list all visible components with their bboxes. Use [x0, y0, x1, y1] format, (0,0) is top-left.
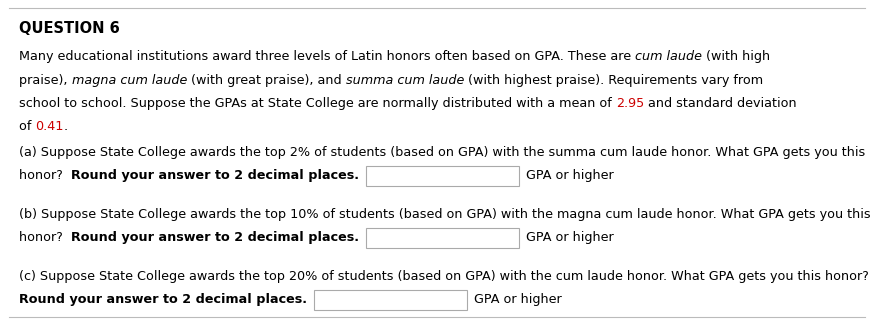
Text: (b) Suppose State College awards the top 10% of students (based on GPA) with the: (b) Suppose State College awards the top…	[19, 208, 871, 221]
Text: (with great praise), and: (with great praise), and	[187, 74, 346, 87]
Text: Round your answer to 2 decimal places.: Round your answer to 2 decimal places.	[71, 169, 359, 182]
Text: cum laude: cum laude	[635, 50, 703, 63]
FancyBboxPatch shape	[366, 228, 519, 248]
Text: (c) Suppose State College awards the top 20% of students (based on GPA) with the: (c) Suppose State College awards the top…	[19, 270, 869, 283]
Text: honor?: honor?	[19, 169, 71, 182]
Text: honor?: honor?	[19, 231, 71, 244]
Text: Many educational institutions award three levels of Latin honors often based on : Many educational institutions award thre…	[19, 50, 635, 63]
FancyBboxPatch shape	[315, 290, 468, 310]
Text: GPA or higher: GPA or higher	[475, 293, 562, 306]
Text: of: of	[19, 120, 36, 133]
Text: Round your answer to 2 decimal places.: Round your answer to 2 decimal places.	[19, 293, 308, 306]
FancyBboxPatch shape	[366, 166, 519, 186]
Text: (with highest praise). Requirements vary from: (with highest praise). Requirements vary…	[464, 74, 763, 87]
Text: GPA or higher: GPA or higher	[526, 169, 614, 182]
Text: school to school. Suppose the GPAs at State College are normally distributed wit: school to school. Suppose the GPAs at St…	[19, 97, 616, 110]
Text: GPA or higher: GPA or higher	[526, 231, 614, 244]
Text: summa cum laude: summa cum laude	[346, 74, 464, 87]
Text: 0.41: 0.41	[36, 120, 64, 133]
Text: magna cum laude: magna cum laude	[72, 74, 187, 87]
Text: (a) Suppose State College awards the top 2% of students (based on GPA) with the : (a) Suppose State College awards the top…	[19, 146, 865, 159]
Text: and standard deviation: and standard deviation	[644, 97, 797, 110]
Text: (with high: (with high	[703, 50, 771, 63]
Text: .: .	[64, 120, 68, 133]
Text: Round your answer to 2 decimal places.: Round your answer to 2 decimal places.	[71, 231, 359, 244]
Text: QUESTION 6: QUESTION 6	[19, 21, 120, 36]
Text: praise),: praise),	[19, 74, 72, 87]
Text: 2.95: 2.95	[616, 97, 644, 110]
